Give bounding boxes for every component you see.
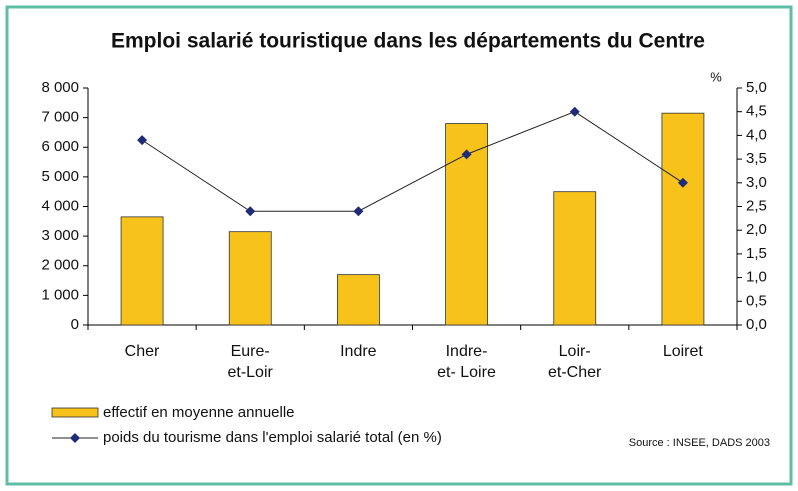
x-tick-label: Loir- et-Cher — [547, 343, 602, 381]
x-tick-label: Loiret — [662, 343, 703, 360]
marker — [137, 135, 148, 146]
bar — [661, 112, 705, 326]
bar — [228, 231, 272, 326]
bar — [337, 274, 380, 326]
y2-tick-label: 4,5 — [746, 103, 767, 120]
y-tick-label: 3 000 — [41, 227, 79, 244]
y2-tick-label: 1,0 — [746, 269, 767, 286]
y2-tick-label: 1,5 — [746, 245, 767, 262]
y2-unit: % — [710, 69, 722, 84]
y-tick-label: 8 000 — [41, 79, 79, 96]
line — [141, 111, 684, 212]
legend-swatch — [51, 407, 99, 418]
x-tick-label: Indre — [340, 343, 377, 360]
y2-tick-label: 2,5 — [746, 197, 767, 214]
y2-tick-label: 3,0 — [746, 174, 767, 191]
marker — [677, 177, 688, 188]
y2-tick-label: 5,0 — [746, 79, 767, 96]
bar — [120, 216, 164, 326]
y-tick-label: 1 000 — [41, 286, 79, 303]
y2-tick-label: 2,0 — [746, 221, 767, 238]
y-tick-label: 2 000 — [41, 257, 79, 274]
x-tick-label: Cher — [124, 343, 160, 360]
source: Source : INSEE, DADS 2003 — [629, 437, 770, 449]
y2-tick-label: 0,5 — [746, 292, 767, 309]
y-tick-label: 4 000 — [41, 197, 79, 214]
legend-label: effectif en moyenne annuelle — [103, 404, 295, 421]
y2-tick-label: 3,5 — [746, 150, 767, 167]
bar — [553, 191, 597, 326]
legend-marker — [70, 433, 80, 443]
y-tick-label: 0 — [71, 316, 79, 333]
legend-label: poids du tourisme dans l'emploi salarié … — [103, 429, 442, 446]
y2-tick-label: 4,0 — [746, 126, 767, 143]
y-tick-label: 7 000 — [41, 109, 79, 126]
x-tick-label: Indre- et- Loire — [437, 343, 496, 381]
marker — [461, 149, 472, 160]
y-tick-label: 5 000 — [41, 168, 79, 185]
marker — [245, 206, 256, 217]
marker — [353, 206, 364, 217]
y-tick-label: 6 000 — [41, 138, 79, 155]
y2-tick-label: 0,0 — [746, 316, 767, 333]
x-tick-label: Eure- et-Loir — [227, 343, 273, 381]
chart-title: Emploi salarié touristique dans les dépa… — [111, 30, 705, 53]
marker — [569, 106, 580, 117]
